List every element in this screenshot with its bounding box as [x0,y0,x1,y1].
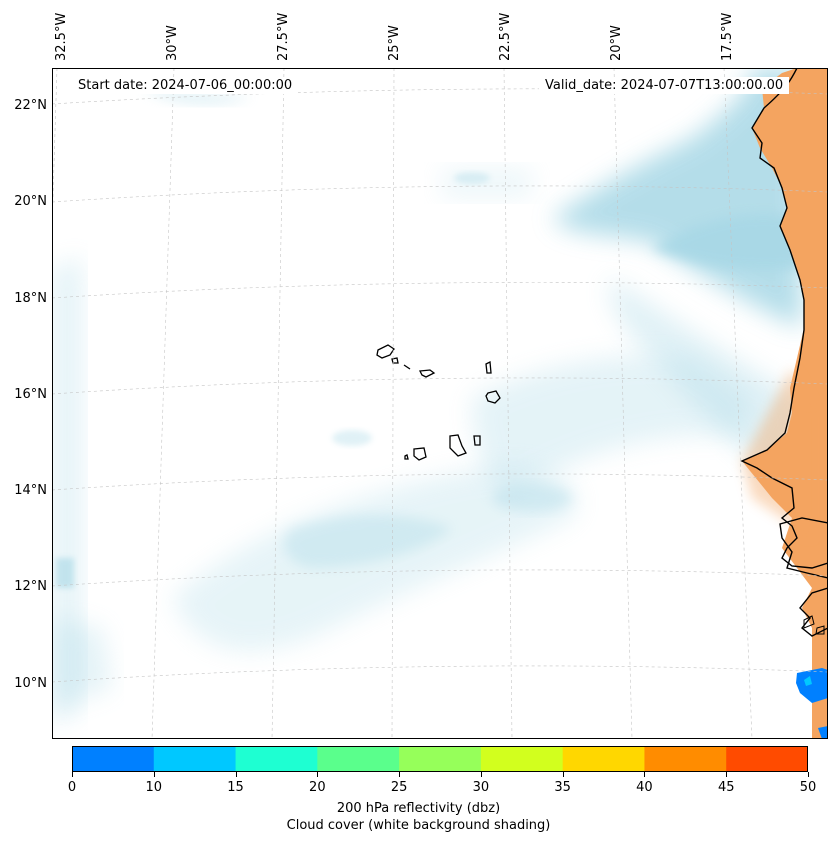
colorbar-tick-mark [562,772,564,777]
colorbar-tick-label: 45 [717,780,735,795]
colorbar-tick-mark [153,772,155,777]
map-panel [52,68,828,739]
colorbar-frame [72,746,808,772]
colorbar-tick-label: 10 [145,780,163,795]
colorbar-tick-label: 20 [309,780,326,795]
lat-label-20n: 20°N [14,194,47,209]
africa-land-fade [742,368,812,538]
colorbar-tick-label: 30 [472,780,490,795]
valid-date-label: Valid_date: 2024-07-07T13:00:00.00 [539,77,790,94]
colorbar-label: 200 hPa reflectivity (dbz) [336,801,501,816]
colorbar-segment [72,746,155,772]
guinea-coastline [779,517,828,579]
colorbar-tick-label: 40 [636,780,653,795]
colorbar-segment [399,746,482,772]
colorbar-sublabel: Cloud cover (white background shading) [286,818,551,833]
colorbar-segment [317,746,400,772]
cloud-cover-layer [52,68,802,728]
lat-label-18n: 18°N [14,291,47,306]
lon-label-22.5w: 22.5°W [498,12,513,61]
cape-verde-islands [376,344,501,461]
lat-label-12n: 12°N [14,579,47,594]
colorbar-tick-mark [72,772,73,777]
colorbar-tick-mark [808,772,809,777]
start-date-label: Start date: 2024-07-06_00:00:00 [72,77,299,94]
colorbar-segment [480,746,564,772]
colorbar-tick-label: 25 [390,780,408,795]
colorbar-tick-mark [644,772,646,777]
colorbar-segment [153,746,237,772]
colorbar-tick-label: 35 [554,780,571,795]
lon-label-30w: 30°W [165,25,180,61]
lon-label-27.5w: 27.5°W [276,12,291,61]
colorbar-segment [235,746,318,772]
lon-label-25w: 25°W [387,25,402,61]
colorbar-segment [644,746,727,772]
colorbar-tick-label: 15 [227,780,244,795]
colorbar-tick-mark [317,772,319,777]
lon-label-20w: 20°W [609,25,624,61]
map-frame [52,68,828,739]
colorbar-tick-mark [399,772,401,777]
lat-label-10n: 10°N [14,676,47,691]
reflectivity-colorbar [72,746,808,772]
lat-label-16n: 16°N [14,387,47,402]
africa-land [742,68,828,739]
colorbar-tick-label: 0 [67,780,77,795]
lat-label-14n: 14°N [14,483,47,498]
bijagos-islands [803,615,825,635]
colorbar-tick-mark [726,772,728,777]
lon-label-17.5w: 17.5°W [720,12,735,61]
colorbar-tick-mark [235,772,237,777]
colorbar-tick-mark [480,772,482,777]
lon-label-32.5w: 32.5°W [54,12,69,61]
colorbar-tick-label: 50 [799,780,817,795]
reflectivity-patch [796,668,828,739]
bissau-coastline [799,587,828,637]
colorbar-segment [562,746,645,772]
colorbar-segment [726,746,808,772]
lat-label-22n: 22°N [14,98,47,113]
